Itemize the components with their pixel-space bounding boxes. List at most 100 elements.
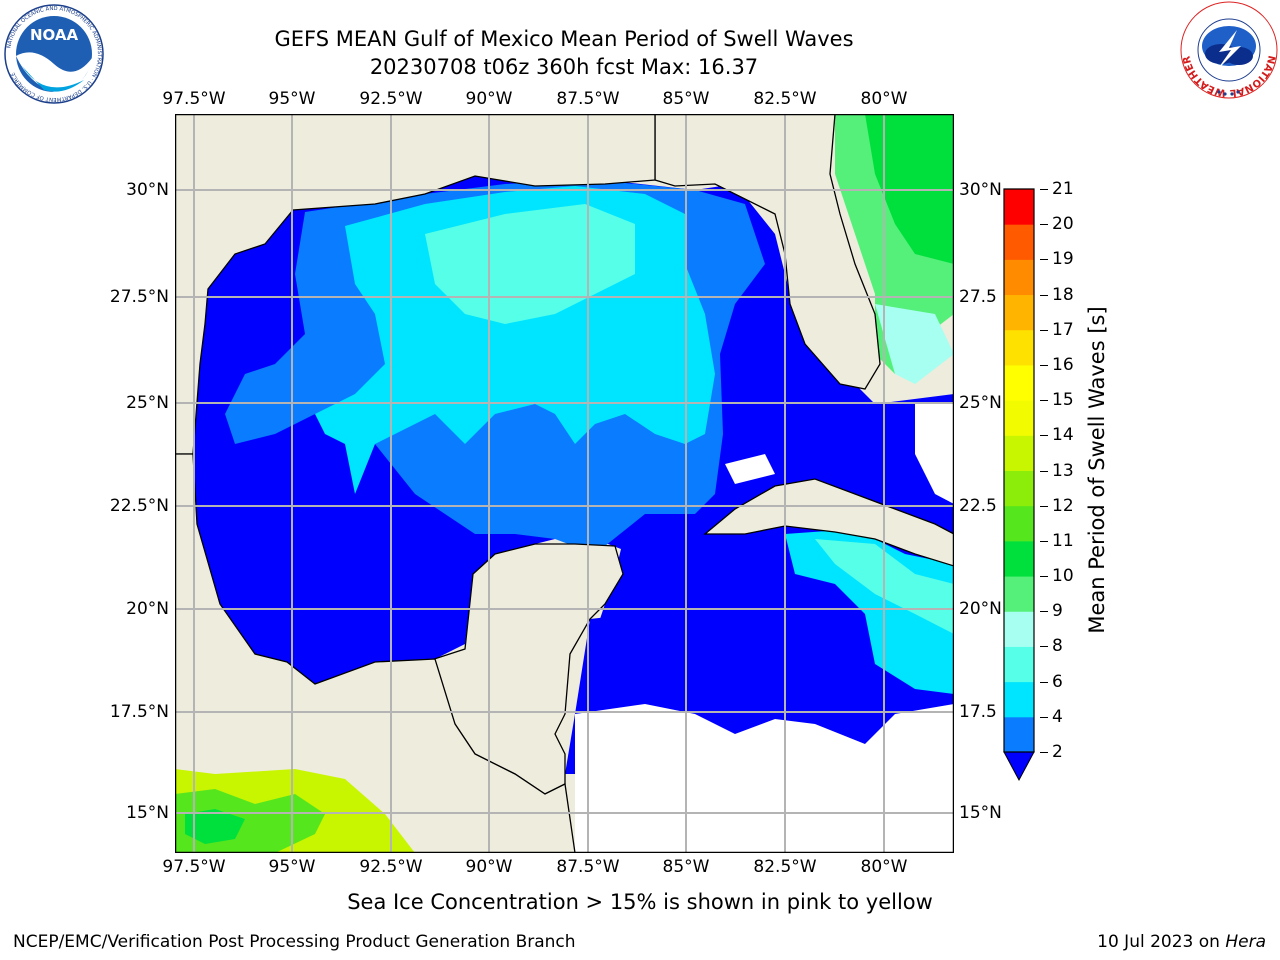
colorbar-tick-label: 8 [1052,636,1063,657]
colorbar-outline [1003,188,1035,753]
lon-label-bottom: 92.5°W [359,857,423,877]
colorbar-tick-label: 19 [1052,249,1074,270]
colorbar-tick-label: 9 [1052,601,1063,622]
colorbar-tick-label: 4 [1052,706,1063,727]
run-date-text: 10 Jul 2023 on [1097,932,1226,952]
pacific-swell-10-11s [185,809,245,844]
colorbar-tick-mark [1040,224,1048,226]
colorbar-segment [1004,681,1034,718]
lon-label-bottom: 87.5°W [556,857,620,877]
noaa-logo-text: NOAA [30,26,79,44]
nws-logo: NATIONAL WEATHER SERVICE [1179,0,1278,99]
lat-label-left: 20°N [126,599,169,619]
colorbar-tick-label: 18 [1052,284,1074,305]
colorbar-tick-label: 11 [1052,530,1074,551]
lon-label-top: 97.5°W [162,89,226,109]
lat-label-right: 25°N [959,393,1002,413]
colorbar-label: Mean Period of Swell Waves [s] [1085,306,1109,634]
colorbar-segment [1004,189,1034,225]
plot-title: GEFS MEAN Gulf of Mexico Mean Period of … [274,27,854,51]
lon-label-top: 85°W [662,89,710,109]
lat-label-left: 17.5°N [109,702,169,722]
lat-label-right: 30°N [959,180,1002,200]
colorbar-tick-label: 16 [1052,354,1074,375]
colorbar-segment [1004,576,1034,612]
colorbar-segment [1004,716,1034,753]
lon-label-top: 80°W [860,89,908,109]
swell-zone-6-8s [425,204,635,324]
colorbar-segment [1004,294,1034,331]
lon-label-top: 82.5°W [753,89,817,109]
lat-label-right: 22.5 [959,496,997,516]
colorbar-segment [1004,646,1034,683]
lon-label-top: 90°W [465,89,513,109]
colorbar-tick-label: 20 [1052,214,1074,235]
colorbar-segment [1004,224,1034,260]
map-plot [175,114,954,853]
lon-label-bottom: 95°W [268,857,316,877]
colorbar-tick-label: 12 [1052,495,1074,516]
colorbar-tick-label: 13 [1052,460,1074,481]
colorbar-tick-mark [1040,646,1048,648]
colorbar-tick-mark [1040,470,1048,472]
host-name: Hera [1225,932,1266,952]
colorbar-segment [1004,259,1034,296]
colorbar-tick-mark [1040,364,1048,366]
mexico-land [175,453,576,853]
colorbar-tick-mark [1040,540,1048,542]
colorbar-tick-mark [1040,716,1048,718]
colorbar-segment [1004,329,1034,366]
colorbar-segment [1004,435,1034,471]
credit-text: NCEP/EMC/Verification Post Processing Pr… [13,932,576,952]
colorbar-tick-mark [1040,259,1048,261]
no-data-patch [725,454,775,484]
colorbar-tick-mark [1040,681,1048,683]
colorbar-tick-mark [1040,752,1048,753]
atlantic-swell-8s [875,304,954,384]
lon-label-bottom: 82.5°W [753,857,817,877]
sea-ice-note: Sea Ice Concentration > 15% is shown in … [347,890,933,914]
lon-label-top: 95°W [268,89,316,109]
colorbar-tick-mark [1040,505,1048,507]
colorbar-under-triangle [1003,751,1035,782]
lon-label-bottom: 90°W [465,857,513,877]
no-data-patch [915,404,954,504]
colorbar-segment [1004,364,1034,401]
colorbar-tick-label: 10 [1052,566,1074,587]
lon-label-bottom: 85°W [662,857,710,877]
no-data-area [575,704,954,853]
graticule [175,114,954,853]
lon-label-bottom: 80°W [860,857,908,877]
colorbar-tick-mark [1040,189,1048,190]
colorbar-tick-mark [1040,611,1048,613]
lon-label-top: 92.5°W [359,89,423,109]
colorbar-segment [1004,400,1034,436]
lat-label-right: 17.5 [959,702,997,722]
colorbar-segment [1004,470,1034,507]
noaa-logo: NATIONAL OCEANIC AND ATMOSPHERIC ADMINIS… [4,4,104,104]
colorbar-segment [1004,611,1034,647]
lon-label-bottom: 97.5°W [162,857,226,877]
colorbar-tick-label: 6 [1052,671,1063,692]
colorbar-tick-mark [1040,329,1048,331]
lat-label-left: 27.5°N [109,287,169,307]
lat-label-left: 22.5°N [109,496,169,516]
colorbar-tick-mark [1040,435,1048,437]
lat-label-right: 20°N [959,599,1002,619]
caribbean-swell-4-6s [785,529,954,694]
colorbar [1003,188,1035,782]
colorbar-tick-label: 21 [1052,179,1074,199]
lat-label-left: 25°N [126,393,169,413]
colorbar-segment [1004,505,1034,542]
colorbar-tick-label: 2 [1052,742,1063,762]
lat-label-right: 15°N [959,803,1002,823]
lon-label-top: 87.5°W [556,89,620,109]
colorbar-segment [1004,540,1034,577]
colorbar-tick-label: 14 [1052,425,1074,446]
colorbar-tick-label: 17 [1052,319,1074,340]
colorbar-tick-mark [1040,576,1048,578]
colorbar-tick-label: 15 [1052,390,1074,411]
lat-label-right: 27.5 [959,287,997,307]
lat-label-left: 30°N [126,180,169,200]
lat-label-left: 15°N [126,803,169,823]
